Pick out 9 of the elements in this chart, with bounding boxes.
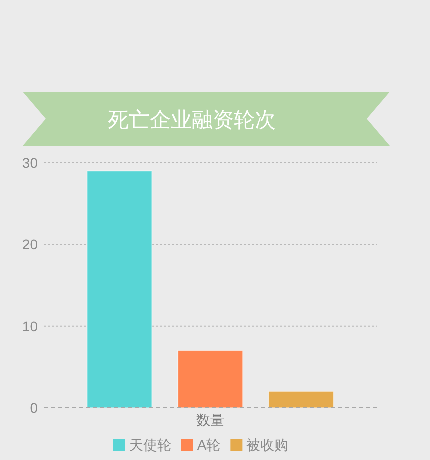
title: 死亡企业融资轮次 (108, 109, 276, 132)
y-tick-label: 20 (22, 236, 38, 253)
x-tick-label: 数量 (196, 412, 224, 428)
legend-label: 天使轮 (129, 437, 172, 453)
y-tick-label: 30 (22, 155, 38, 171)
legend-label: A轮 (197, 437, 221, 453)
y-tick-label: 10 (22, 318, 38, 334)
legend-label: 被收购 (246, 437, 289, 453)
y-tick-label: 0 (30, 400, 38, 416)
